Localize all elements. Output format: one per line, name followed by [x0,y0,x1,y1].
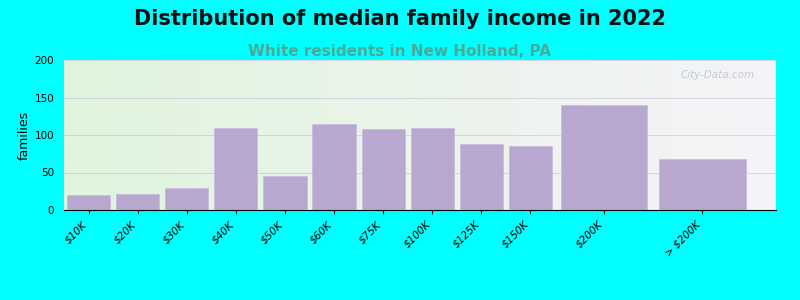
Bar [509,146,552,210]
Bar [410,128,454,210]
Text: White residents in New Holland, PA: White residents in New Holland, PA [249,44,551,59]
Bar [460,144,503,210]
Text: City-Data.com: City-Data.com [681,70,754,80]
Y-axis label: families: families [18,110,30,160]
Bar [313,124,356,210]
Bar [214,128,258,210]
Bar [116,194,159,210]
Bar [561,105,647,210]
Text: Distribution of median family income in 2022: Distribution of median family income in … [134,9,666,29]
Bar [362,129,405,210]
Bar [263,176,306,210]
Bar [67,195,110,210]
Bar [659,159,746,210]
Bar [165,188,208,210]
